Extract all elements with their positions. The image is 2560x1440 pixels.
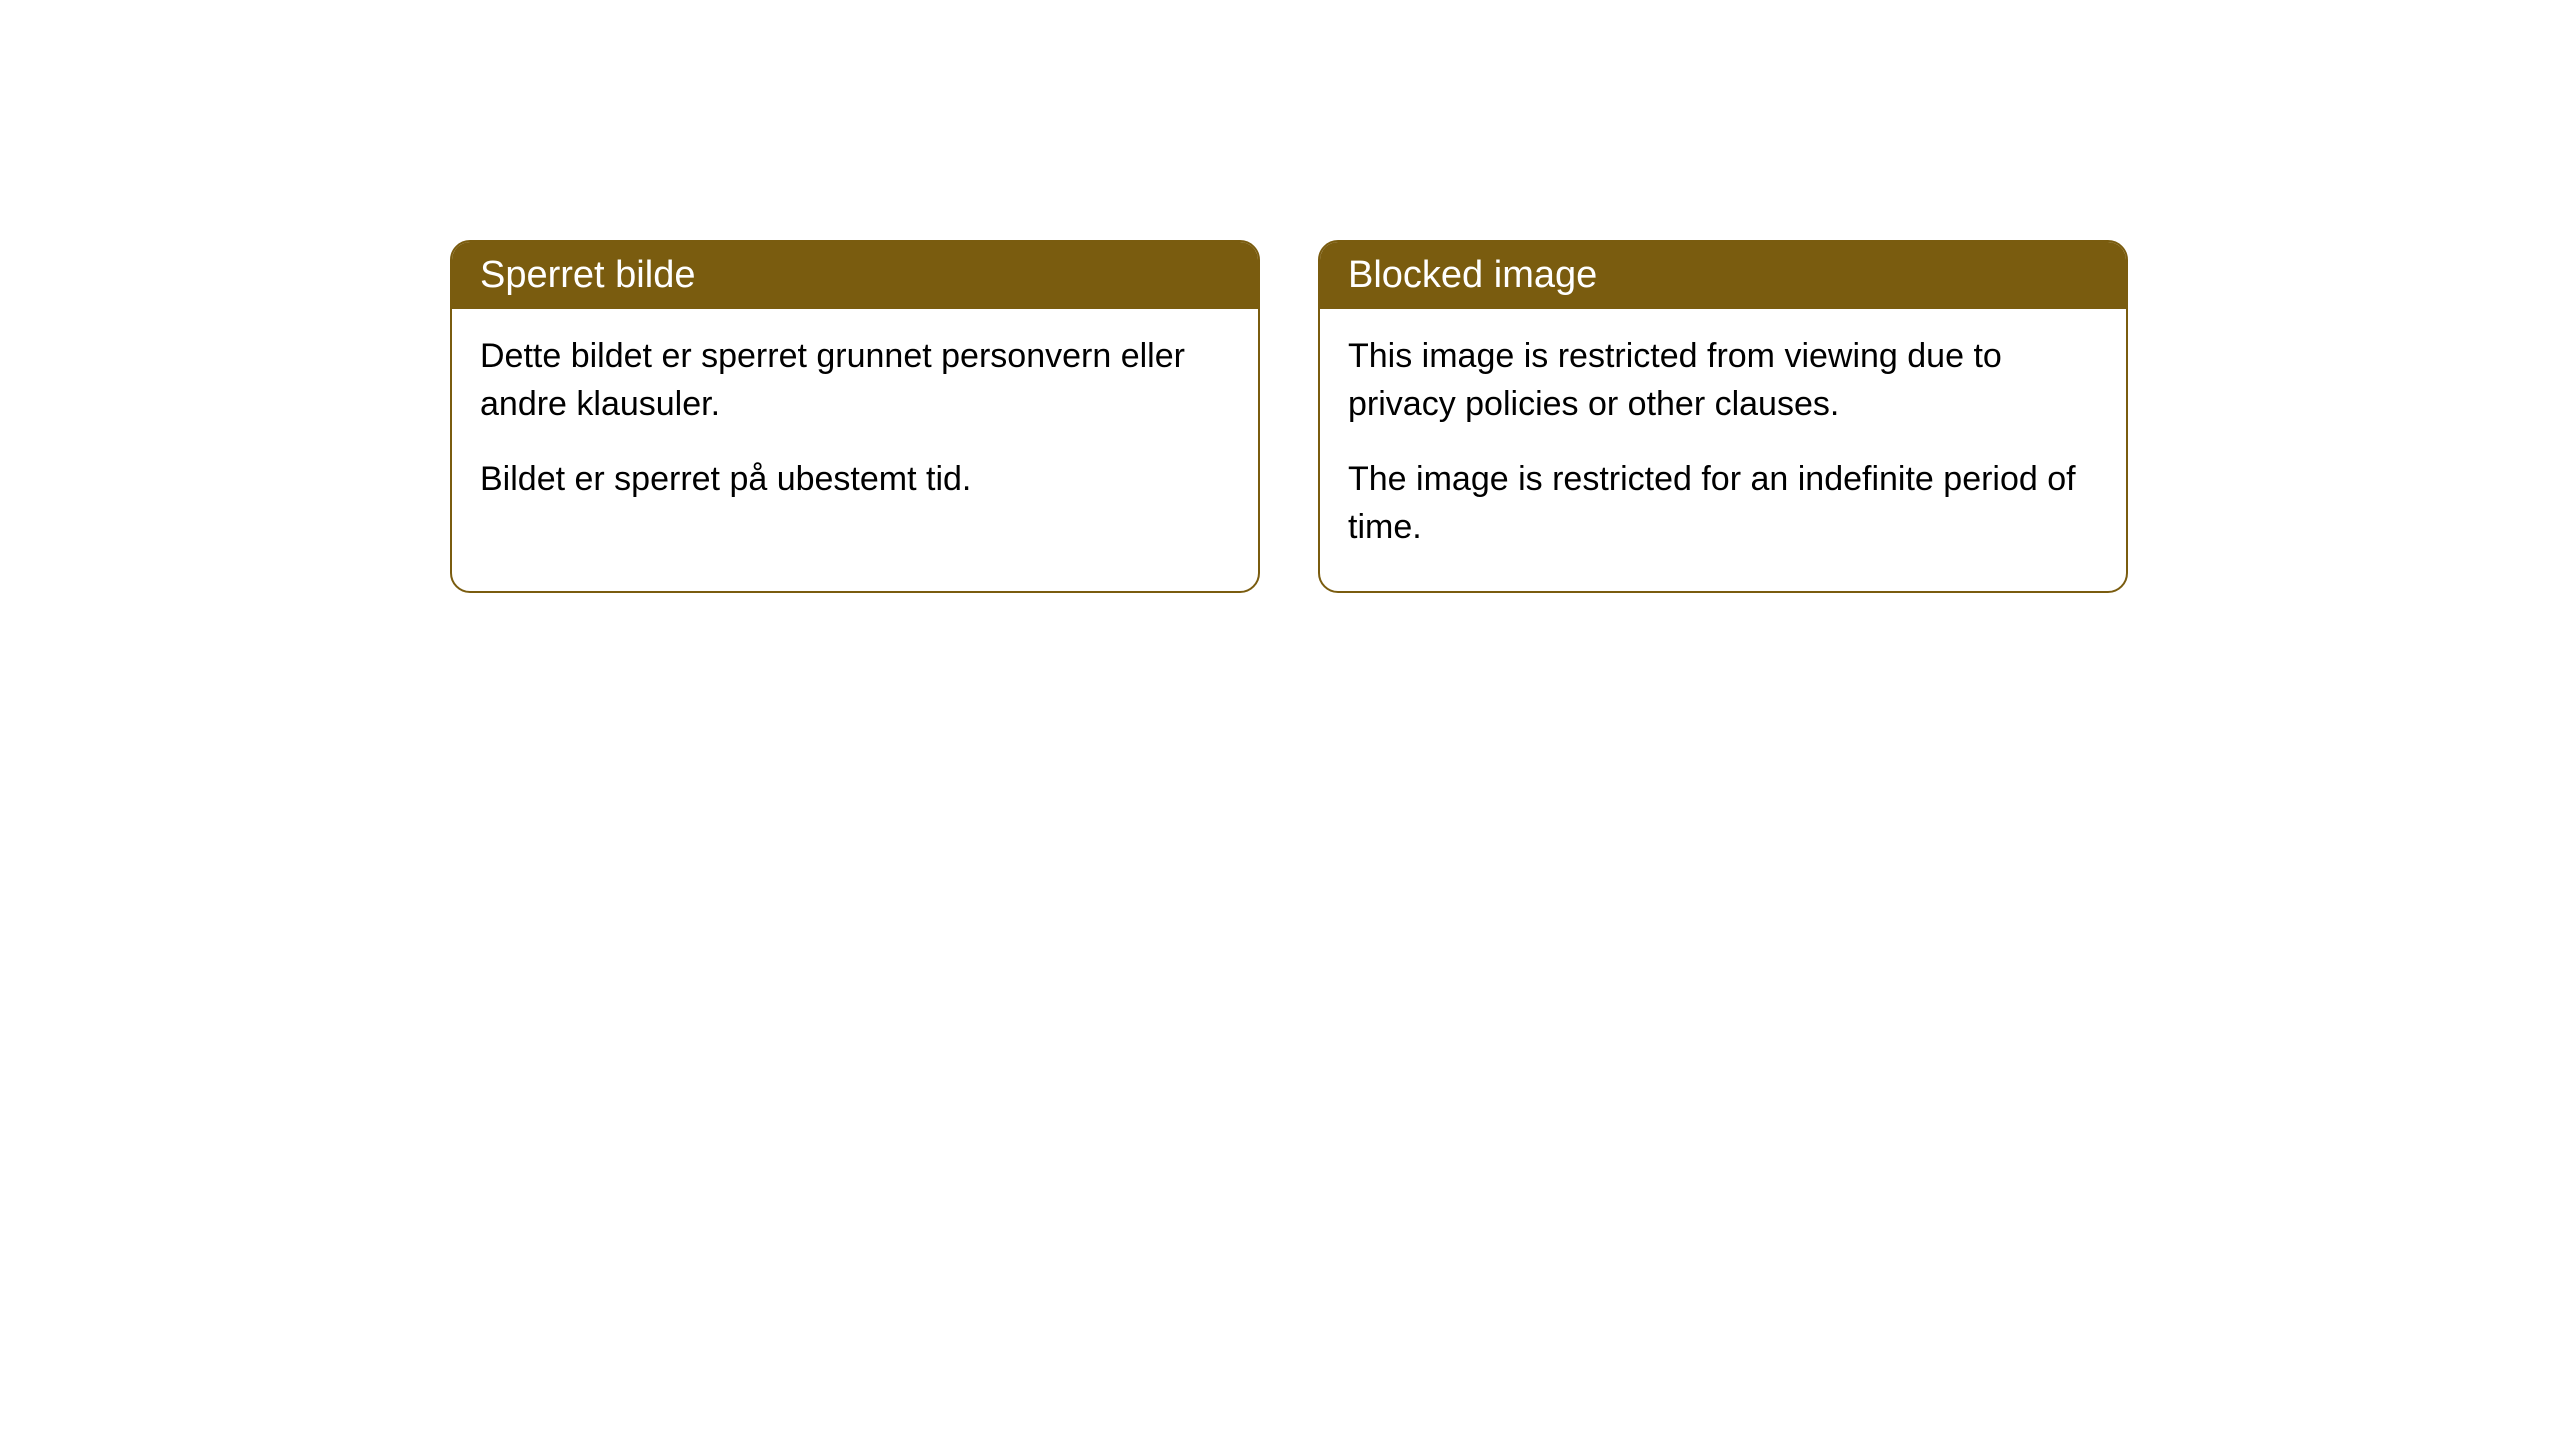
card-body: Dette bildet er sperret grunnet personve… [452, 309, 1258, 544]
card-header: Blocked image [1320, 242, 2126, 309]
card-paragraph: The image is restricted for an indefinit… [1348, 456, 2098, 551]
card-title: Sperret bilde [480, 254, 695, 296]
card-body: This image is restricted from viewing du… [1320, 309, 2126, 591]
card-paragraph: Bildet er sperret på ubestemt tid. [480, 456, 1230, 504]
notice-cards-container: Sperret bilde Dette bildet er sperret gr… [450, 240, 2128, 593]
card-paragraph: This image is restricted from viewing du… [1348, 333, 2098, 428]
card-header: Sperret bilde [452, 242, 1258, 309]
notice-card-norwegian: Sperret bilde Dette bildet er sperret gr… [450, 240, 1260, 593]
card-paragraph: Dette bildet er sperret grunnet personve… [480, 333, 1230, 428]
card-title: Blocked image [1348, 254, 1597, 296]
notice-card-english: Blocked image This image is restricted f… [1318, 240, 2128, 593]
